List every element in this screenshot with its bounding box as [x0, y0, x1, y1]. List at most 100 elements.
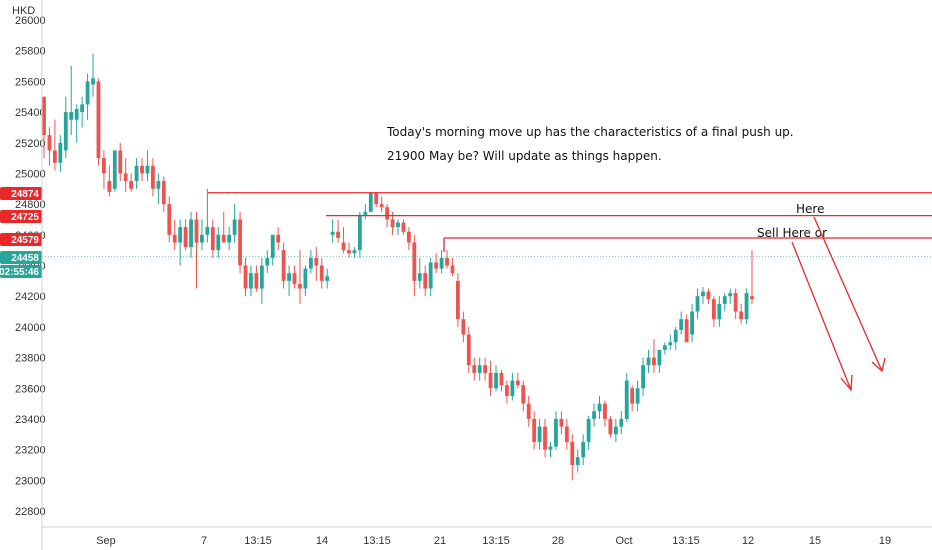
- candle-body: [52, 150, 57, 163]
- x-tick-label: 14: [316, 535, 328, 547]
- candle: [216, 227, 221, 258]
- candle: [347, 242, 351, 258]
- candle-body: [543, 426, 547, 450]
- candle: [575, 449, 580, 473]
- candle-body: [167, 204, 172, 235]
- x-tick-label: 15: [809, 535, 821, 547]
- candle-body: [281, 250, 286, 281]
- candle-body: [140, 165, 144, 174]
- candle-body: [521, 385, 526, 404]
- candle: [554, 411, 558, 450]
- candle-body: [210, 227, 215, 251]
- candle-body: [603, 403, 607, 419]
- candle: [750, 250, 754, 304]
- candle-body: [205, 227, 210, 235]
- candle-body: [613, 426, 618, 435]
- candle: [461, 311, 466, 343]
- candle: [543, 418, 547, 458]
- candle: [238, 211, 242, 274]
- candle: [118, 142, 123, 182]
- annotation-here[interactable]: Here: [796, 202, 824, 216]
- x-tick-label: 21: [434, 535, 446, 547]
- x-tick-label: 13:15: [244, 535, 272, 547]
- candle-body: [494, 372, 498, 389]
- candle-body: [254, 273, 259, 289]
- candle: [401, 219, 406, 235]
- candle-body: [548, 446, 553, 450]
- x-tick-label: 13:15: [482, 535, 510, 547]
- arrow-here[interactable]: [813, 216, 886, 373]
- candle-body: [85, 81, 90, 105]
- candle: [254, 265, 259, 292]
- candle: [330, 219, 335, 243]
- candle: [210, 219, 215, 258]
- candle: [733, 288, 738, 320]
- time-axis[interactable]: Sep 7 13:15 14 13:15 21 13:15 28 Oct 13:15 12 15 19: [96, 535, 891, 547]
- candle-body: [733, 293, 738, 312]
- candle-body: [728, 293, 733, 297]
- candle: [739, 303, 744, 324]
- candle: [635, 380, 640, 412]
- candle: [499, 369, 504, 392]
- candle: [178, 219, 183, 266]
- y-tick-label: 25200: [15, 138, 46, 150]
- candle: [564, 418, 569, 450]
- candle-body: [42, 96, 46, 136]
- price-tag-bg: [0, 251, 42, 264]
- candle: [352, 247, 357, 258]
- candle-body: [679, 319, 684, 330]
- candle-body: [717, 303, 722, 320]
- candle: [521, 380, 526, 412]
- candle-body: [107, 181, 112, 192]
- candle: [259, 257, 264, 304]
- candle: [690, 303, 694, 343]
- candle-body: [47, 135, 52, 151]
- candle-body: [134, 165, 139, 182]
- candle: [249, 265, 253, 297]
- candle-body: [183, 227, 188, 248]
- candle: [319, 257, 324, 289]
- candle-body: [91, 78, 95, 85]
- candle: [668, 334, 673, 350]
- candle: [483, 357, 488, 381]
- candle: [227, 227, 232, 251]
- candle-body: [314, 257, 319, 266]
- candle: [134, 158, 139, 189]
- candle: [477, 357, 482, 381]
- x-tick-label: 19: [879, 535, 891, 547]
- candle-body: [537, 426, 542, 442]
- candle: [695, 288, 700, 320]
- candle-body: [739, 311, 744, 320]
- candle-body: [488, 372, 493, 389]
- candle: [624, 372, 629, 423]
- candle-body: [445, 257, 449, 266]
- candle-body: [129, 181, 134, 189]
- annotation-sell-here[interactable]: Sell Here or: [757, 226, 827, 240]
- candle: [679, 311, 684, 335]
- candle: [292, 265, 297, 289]
- price-tags-group: 24874 24725 24579 24458 02:55:46: [0, 187, 42, 278]
- annotation-target[interactable]: 21900 May be? Will update as things happ…: [387, 149, 662, 163]
- candle: [183, 219, 188, 251]
- candle: [619, 411, 624, 435]
- arrow-sell-here[interactable]: [791, 241, 853, 392]
- candle-body: [330, 231, 335, 235]
- candle-body: [559, 418, 564, 427]
- candle: [456, 273, 460, 327]
- candle: [630, 385, 635, 412]
- price-tag-bg: [0, 233, 42, 246]
- candle-body: [750, 296, 754, 300]
- candle: [379, 196, 384, 212]
- candle-body: [483, 365, 488, 373]
- candle-body: [706, 291, 711, 300]
- candle-body: [412, 242, 417, 281]
- candle-body: [368, 193, 373, 212]
- annotation-final-push[interactable]: Today's morning move up has the characte…: [386, 125, 794, 139]
- candle: [47, 127, 52, 166]
- candle: [570, 434, 575, 481]
- candle: [701, 286, 705, 304]
- price-tag-bg: [0, 265, 42, 278]
- candle: [559, 411, 564, 435]
